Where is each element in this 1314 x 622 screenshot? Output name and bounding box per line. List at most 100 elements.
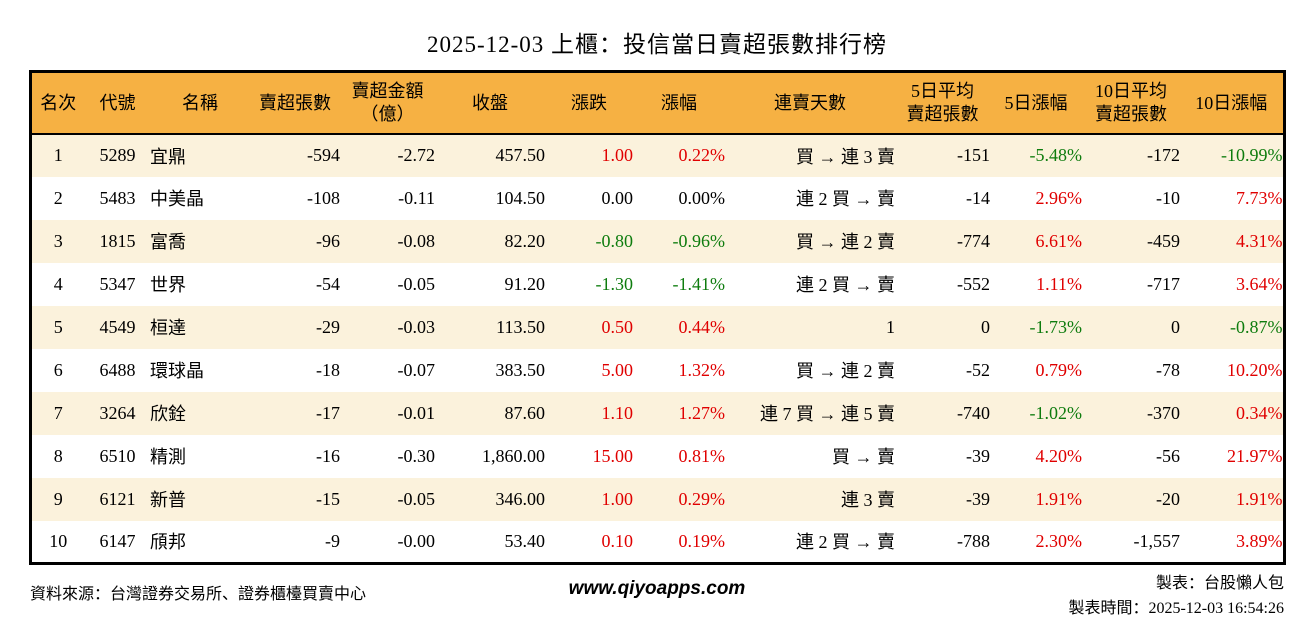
cell-avg5-net-sell: -39 [966,488,990,509]
cell-avg10-net-sell: -20 [1156,488,1180,509]
cell-consecutive-days: 連 3 賣 [841,490,895,510]
cell-change-10d: 1.91% [1236,488,1283,509]
cell-avg10-net-sell: -172 [1147,145,1180,165]
cell-name: 精測 [150,447,186,467]
data-source-note: 資料來源：台灣證券交易所、證券櫃檯買賣中心 [30,586,367,603]
cell-change-5d: 1.11% [1036,273,1082,294]
cell-net-sell-volume: -17 [316,402,340,423]
col-header-change: 漲跌 [545,71,633,135]
cell-rank: 4 [53,273,63,294]
cell-change-pct: 0.81% [678,445,726,466]
cell-avg10-net-sell: -717 [1147,273,1180,294]
cell-net-sell-amount: -0.00 [397,530,436,551]
table-row: 4 5347 世界 -54 -0.05 91.20 -1.30 -1.41% 連 2 買 → 賣… [30,262,1284,306]
cell-change: 1.00 [601,145,634,165]
cell-consecutive-days: 連 2 買 → 賣 [796,275,895,295]
col-header-code: 代號 [85,71,150,135]
cell-change-5d: -1.73% [1029,316,1083,337]
cell-consecutive-days: 連 2 買 → 賣 [796,189,895,209]
cell-net-sell-amount: -0.30 [397,445,436,466]
table-row: 9 6121 新普 -15 -0.05 346.00 1.00 0.29% 連 3 賣 -39 1.… [30,477,1284,521]
cell-close: 91.20 [504,273,546,294]
cell-change-pct: 0.29% [678,488,726,509]
cell-avg5-net-sell: -39 [966,445,990,466]
cell-avg10-net-sell: 0 [1171,316,1180,337]
table-row: 10 6147 頎邦 -9 -0.00 53.40 0.10 0.19% 連 2 買 → 賣 -7… [30,520,1284,564]
cell-name: 世界 [150,275,186,295]
cell-close: 346.00 [495,488,546,509]
cell-avg10-net-sell: -78 [1156,359,1180,380]
cell-change-pct: 0.44% [678,316,726,337]
cell-change: 1.10 [601,402,634,423]
cell-rank: 7 [53,402,63,423]
table-row: 7 3264 欣銓 -17 -0.01 87.60 1.10 1.27% 連 7 買 → 連 5… [30,391,1284,435]
cell-rank: 8 [53,445,63,466]
col-header-change-pct: 漲幅 [633,71,725,135]
website-text: www.qiyoapps.com [568,578,746,599]
table-row: 1 5289 宜鼎 -594 -2.72 457.50 1.00 0.22% 買 → 連 3 賣… [30,133,1284,177]
table-row: 6 6488 環球晶 -18 -0.07 383.50 5.00 1.32% 買 → 連 2 賣… [30,348,1284,392]
col-header-avg5-net-sell: 5日平均 賣超張數 [895,71,990,135]
cell-consecutive-days: 買 → 連 3 賣 [796,146,895,167]
col-header-avg10-net-sell: 10日平均 賣超張數 [1082,71,1180,135]
cell-change-10d: 3.64% [1236,273,1283,294]
cell-avg10-net-sell: -10 [1156,187,1180,208]
cell-avg5-net-sell: -740 [957,402,990,423]
cell-rank: 6 [53,359,63,380]
cell-rank: 3 [53,230,63,251]
cell-change: 0.00 [601,187,634,208]
cell-change-5d: 4.20% [1035,445,1083,466]
cell-net-sell-volume: -96 [316,230,340,251]
table-row: 8 6510 精測 -16 -0.30 1,860.00 15.00 0.81% 買 → 賣 -3… [30,434,1284,478]
cell-name: 欣銓 [150,404,186,424]
cell-change-5d: 2.96% [1035,187,1083,208]
cell-consecutive-days: 買 → 連 2 賣 [796,361,895,381]
cell-close: 87.60 [504,402,546,423]
col-header-name: 名稱 [150,71,250,135]
cell-avg10-net-sell: -56 [1156,445,1180,466]
cell-change-10d: -0.87% [1230,316,1283,337]
ranking-table: 名次 代號 名稱 賣超張數 賣超金額 （億） 收盤 漲跌 漲幅 連賣天數 5日平均 賣超張數 5日漲… [28,70,1286,565]
cell-consecutive-days: 連 2 買 → 賣 [796,532,895,553]
cell-rank: 1 [53,145,63,165]
col-header-net-sell-amount: 賣超金額 （億） [340,71,435,135]
cell-change-pct: 1.32% [678,359,726,380]
cell-code: 3264 [99,402,136,423]
cell-close: 82.20 [504,230,546,251]
cell-net-sell-volume: -9 [325,530,340,551]
col-header-close: 收盤 [435,71,545,135]
cell-change-5d: 2.30% [1035,530,1083,551]
cell-net-sell-volume: -54 [316,273,340,294]
cell-net-sell-volume: -18 [316,359,340,380]
cell-close: 1,860.00 [482,445,545,466]
cell-net-sell-amount: -0.11 [398,187,435,208]
cell-avg5-net-sell: -774 [957,230,990,251]
cell-change: 0.10 [601,530,634,551]
maker-label: 製表：台股懶人包 [1155,575,1284,592]
cell-net-sell-volume: -29 [316,316,340,337]
cell-name: 宜鼎 [150,146,186,167]
cell-change-5d: 1.91% [1035,488,1083,509]
cell-code: 6510 [99,445,136,466]
cell-name: 頎邦 [150,532,186,553]
cell-close: 457.50 [495,145,546,165]
cell-code: 6121 [99,488,136,509]
cell-code: 1815 [99,230,136,251]
cell-change-pct: -1.41% [672,273,726,294]
cell-change: 15.00 [592,445,634,466]
cell-change: 0.50 [601,316,634,337]
footer: 資料來源：台灣證券交易所、證券櫃檯買賣中心 www.qiyoapps.com 製… [30,565,1284,622]
cell-change-5d: 6.61% [1035,230,1083,251]
col-header-change-5d: 5日漲幅 [990,71,1082,135]
cell-code: 5289 [99,145,136,165]
cell-change-pct: 0.00% [678,187,726,208]
cell-close: 53.40 [504,530,546,551]
cell-avg10-net-sell: -459 [1147,230,1180,251]
table-row: 5 4549 桓達 -29 -0.03 113.50 0.50 0.44% 1 0 -1.73% 0 -… [30,305,1284,349]
cell-code: 6147 [99,530,136,551]
cell-name: 環球晶 [150,361,204,381]
cell-consecutive-days: 連 7 買 → 連 5 賣 [760,404,895,424]
cell-net-sell-amount: -0.01 [397,402,436,423]
cell-net-sell-volume: -108 [307,187,340,208]
table-row: 2 5483 中美晶 -108 -0.11 104.50 0.00 0.00% 連 2 買 → … [30,176,1284,220]
